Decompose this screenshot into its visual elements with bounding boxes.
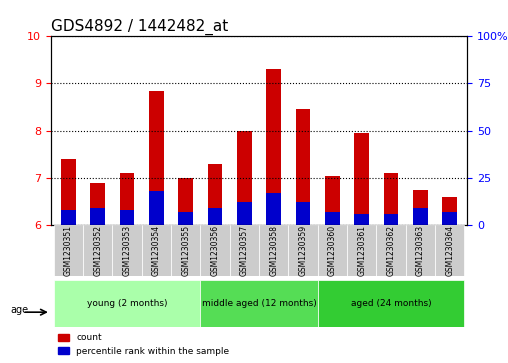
FancyBboxPatch shape: [112, 225, 142, 276]
Bar: [384, 173, 398, 225]
Bar: [266, 69, 281, 225]
Bar: [90, 183, 105, 225]
FancyBboxPatch shape: [54, 280, 201, 327]
Bar: [90, 208, 105, 225]
Text: young (2 months): young (2 months): [87, 299, 167, 307]
Bar: [413, 208, 428, 225]
Bar: [237, 203, 252, 225]
Text: GSM1230361: GSM1230361: [357, 225, 366, 276]
Text: GSM1230362: GSM1230362: [387, 225, 396, 276]
Bar: [325, 176, 340, 225]
Bar: [442, 212, 457, 225]
Bar: [149, 191, 164, 225]
Text: GSM1230358: GSM1230358: [269, 225, 278, 276]
FancyBboxPatch shape: [230, 225, 259, 276]
FancyBboxPatch shape: [406, 225, 435, 276]
Text: aged (24 months): aged (24 months): [351, 299, 431, 307]
Text: GSM1230357: GSM1230357: [240, 225, 249, 276]
Bar: [413, 189, 428, 225]
Text: middle aged (12 months): middle aged (12 months): [202, 299, 316, 307]
Bar: [266, 193, 281, 225]
Bar: [149, 91, 164, 225]
FancyBboxPatch shape: [201, 225, 230, 276]
FancyBboxPatch shape: [289, 225, 318, 276]
Bar: [120, 173, 135, 225]
FancyBboxPatch shape: [435, 225, 464, 276]
FancyBboxPatch shape: [318, 225, 347, 276]
Text: age: age: [10, 305, 28, 315]
Text: GSM1230363: GSM1230363: [416, 225, 425, 276]
Bar: [61, 210, 76, 225]
Text: GSM1230356: GSM1230356: [211, 225, 219, 276]
Bar: [325, 212, 340, 225]
FancyBboxPatch shape: [83, 225, 112, 276]
FancyBboxPatch shape: [318, 280, 464, 327]
Bar: [355, 133, 369, 225]
Text: GSM1230364: GSM1230364: [445, 225, 454, 276]
FancyBboxPatch shape: [376, 225, 406, 276]
Bar: [120, 210, 135, 225]
Legend: count, percentile rank within the sample: count, percentile rank within the sample: [55, 331, 232, 359]
Bar: [237, 131, 252, 225]
Text: GSM1230353: GSM1230353: [122, 225, 132, 276]
Bar: [208, 164, 223, 225]
Text: GDS4892 / 1442482_at: GDS4892 / 1442482_at: [51, 19, 228, 35]
Bar: [355, 214, 369, 225]
Text: GSM1230360: GSM1230360: [328, 225, 337, 276]
Text: GSM1230351: GSM1230351: [64, 225, 73, 276]
FancyBboxPatch shape: [171, 225, 201, 276]
FancyBboxPatch shape: [259, 225, 289, 276]
FancyBboxPatch shape: [142, 225, 171, 276]
Bar: [178, 178, 193, 225]
Bar: [296, 110, 310, 225]
Bar: [442, 197, 457, 225]
Text: GSM1230352: GSM1230352: [93, 225, 102, 276]
Bar: [208, 208, 223, 225]
Text: GSM1230359: GSM1230359: [299, 225, 307, 276]
Bar: [178, 212, 193, 225]
FancyBboxPatch shape: [201, 280, 318, 327]
Bar: [61, 159, 76, 225]
Bar: [296, 203, 310, 225]
FancyBboxPatch shape: [54, 225, 83, 276]
Text: GSM1230354: GSM1230354: [152, 225, 161, 276]
FancyBboxPatch shape: [347, 225, 376, 276]
Bar: [384, 214, 398, 225]
Text: GSM1230355: GSM1230355: [181, 225, 190, 276]
